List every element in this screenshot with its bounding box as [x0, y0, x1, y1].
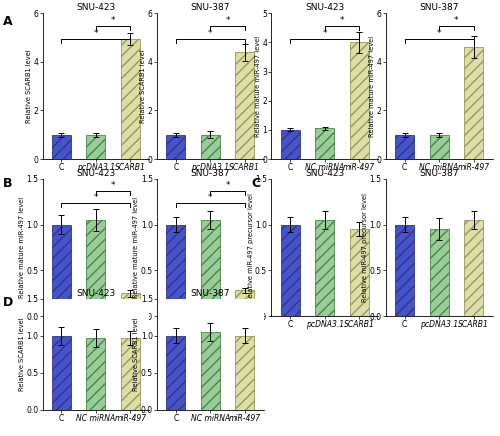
Title: SNU-423: SNU-423 — [305, 169, 344, 178]
Y-axis label: Relative SCARB1 level: Relative SCARB1 level — [19, 317, 25, 391]
Bar — [52, 336, 71, 410]
Text: *: * — [226, 181, 230, 190]
Y-axis label: Relative miR-497 precursor level: Relative miR-497 precursor level — [362, 193, 368, 302]
Bar — [236, 290, 255, 316]
Text: *: * — [437, 29, 442, 38]
Bar — [350, 42, 368, 159]
Text: *: * — [340, 16, 344, 25]
Title: SNU-387: SNU-387 — [190, 3, 230, 12]
Title: SNU-387: SNU-387 — [190, 169, 230, 178]
Y-axis label: Relative SCARB1 level: Relative SCARB1 level — [140, 49, 146, 123]
Text: *: * — [208, 29, 212, 38]
Text: B: B — [2, 177, 12, 190]
Text: *: * — [226, 16, 230, 25]
Title: SNU-423: SNU-423 — [76, 169, 116, 178]
Text: *: * — [111, 16, 116, 25]
Bar — [315, 129, 334, 159]
Bar — [395, 135, 414, 159]
Bar — [121, 293, 140, 316]
Bar — [430, 229, 448, 316]
Title: SNU-387: SNU-387 — [420, 169, 459, 178]
Bar — [350, 229, 368, 316]
Bar — [121, 338, 140, 410]
Text: *: * — [94, 29, 98, 38]
Text: D: D — [2, 296, 13, 310]
Title: SNU-423: SNU-423 — [76, 289, 116, 298]
Bar — [464, 220, 483, 316]
Y-axis label: Relative mature miR-497 level: Relative mature miR-497 level — [133, 197, 139, 298]
Bar — [86, 338, 106, 410]
Bar — [201, 135, 220, 159]
Title: SNU-423: SNU-423 — [305, 3, 344, 12]
Bar — [236, 52, 255, 159]
Text: *: * — [208, 194, 212, 202]
Bar — [236, 336, 255, 410]
Title: SNU-387: SNU-387 — [420, 3, 459, 12]
Bar — [201, 332, 220, 410]
Text: A: A — [2, 15, 12, 28]
Y-axis label: Relative mature miR-497 level: Relative mature miR-497 level — [19, 197, 25, 298]
Bar — [166, 135, 186, 159]
Text: *: * — [94, 194, 98, 202]
Text: *: * — [454, 16, 458, 25]
Title: SNU-423: SNU-423 — [76, 3, 116, 12]
Bar — [315, 220, 334, 316]
Bar — [86, 135, 106, 159]
Bar — [52, 225, 71, 316]
Bar — [166, 225, 186, 316]
Bar — [86, 220, 106, 316]
Bar — [395, 225, 414, 316]
Title: SNU-387: SNU-387 — [190, 289, 230, 298]
Bar — [280, 130, 299, 159]
Bar — [166, 336, 186, 410]
Y-axis label: Relative miR-497 precursor level: Relative miR-497 precursor level — [248, 193, 254, 302]
Bar — [52, 135, 71, 159]
Bar — [464, 47, 483, 159]
Bar — [280, 225, 299, 316]
Bar — [430, 135, 448, 159]
Y-axis label: Relative mature miR-497 level: Relative mature miR-497 level — [255, 36, 261, 136]
Text: *: * — [111, 181, 116, 190]
Text: C: C — [251, 177, 260, 190]
Bar — [201, 220, 220, 316]
Y-axis label: Relative mature miR-497 level: Relative mature miR-497 level — [369, 36, 375, 136]
Bar — [121, 39, 140, 159]
Y-axis label: Relative SCARB1 level: Relative SCARB1 level — [26, 49, 32, 123]
Y-axis label: Relative SCARB1 level: Relative SCARB1 level — [133, 317, 139, 391]
Text: *: * — [322, 29, 327, 38]
